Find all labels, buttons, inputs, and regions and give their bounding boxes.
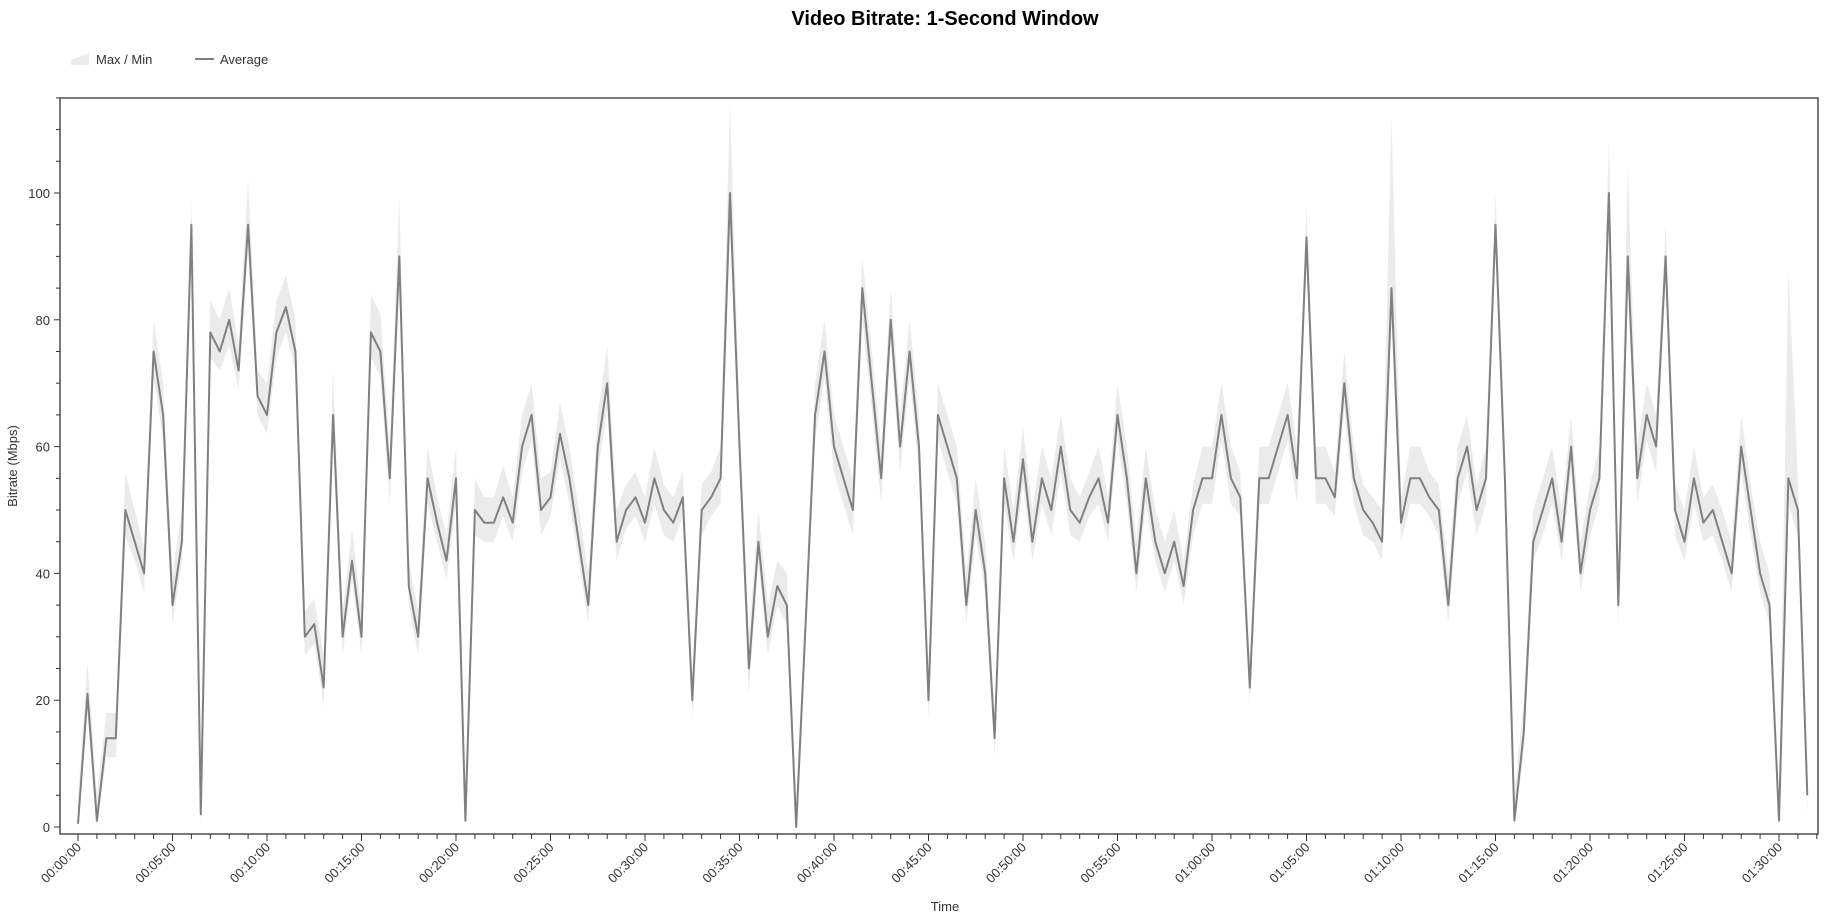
legend: Max / Min Average [71, 52, 268, 67]
band-swatch-icon [71, 53, 89, 65]
legend-label-max-min: Max / Min [96, 52, 152, 67]
legend-item-max-min[interactable]: Max / Min [71, 52, 152, 67]
x-tick-label: 00:55:00 [1077, 840, 1123, 886]
y-axis-label: Bitrate (Mbps) [5, 425, 20, 507]
x-tick-label: 00:30:00 [605, 840, 651, 886]
x-axis: 00:00:00 00:05:00 00:10:00 00:15:00 00:20:00… [38, 834, 1818, 886]
x-axis-label: Time [931, 899, 959, 914]
x-tick-label: 00:20:00 [416, 840, 462, 886]
y-tick-label: 40 [36, 566, 50, 581]
x-tick-label: 00:50:00 [983, 840, 1029, 886]
x-tick-label: 01:20:00 [1550, 840, 1596, 886]
x-tick-label: 01:05:00 [1266, 840, 1312, 886]
x-tick-label: 00:05:00 [132, 840, 178, 886]
x-tick-label: 00:45:00 [888, 840, 934, 886]
max-min-band [78, 104, 1808, 827]
x-tick-label: 00:25:00 [510, 840, 556, 886]
average-line [77, 192, 1809, 828]
y-tick-label: 80 [36, 313, 50, 328]
x-tick-label: 01:00:00 [1172, 840, 1218, 886]
x-tick-label: 00:35:00 [699, 840, 745, 886]
x-tick-label: 00:15:00 [321, 840, 367, 886]
y-tick-label: 100 [28, 186, 50, 201]
x-tick-label: 00:10:00 [227, 840, 273, 886]
y-tick-label: 20 [36, 693, 50, 708]
y-axis: 0 20 40 60 80 100 [28, 97, 60, 835]
x-tick-label: 01:10:00 [1361, 840, 1407, 886]
x-tick-label: 00:00:00 [38, 840, 84, 886]
y-tick-label: 0 [43, 820, 50, 835]
legend-item-average[interactable]: Average [195, 52, 268, 67]
average-line-layer [77, 192, 1809, 828]
legend-label-average: Average [220, 52, 268, 67]
x-tick-label: 01:30:00 [1739, 840, 1785, 886]
plot-area [59, 97, 1819, 835]
max-min-band-layer [78, 104, 1808, 827]
y-tick-label: 60 [36, 440, 50, 455]
chart-title: Video Bitrate: 1-Second Window [791, 8, 1099, 30]
x-tick-label: 01:25:00 [1644, 840, 1690, 886]
x-tick-label: 00:40:00 [794, 840, 840, 886]
x-tick-label: 01:15:00 [1455, 840, 1501, 886]
